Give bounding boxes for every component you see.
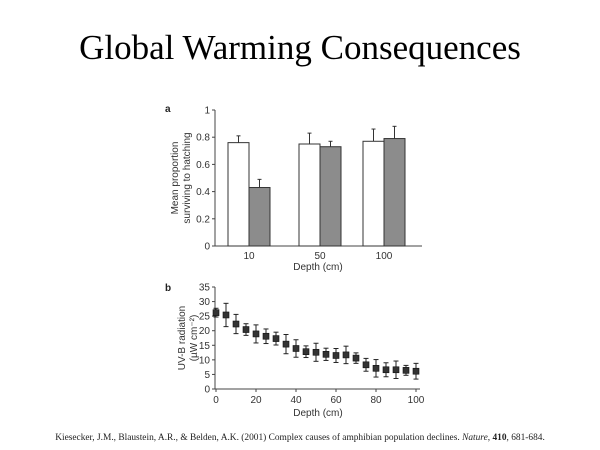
data-point-45: [302, 348, 310, 355]
x-tick-label: 10: [243, 251, 255, 262]
y-tick-label: 35: [199, 283, 211, 294]
data-point-20: [252, 330, 260, 338]
data-point-75: [362, 361, 370, 369]
y-tick-label: 25: [199, 312, 211, 323]
slide-title: Global Warming Consequences: [79, 28, 521, 67]
y-tick-label: 0.8: [196, 133, 210, 144]
data-point-10: [232, 320, 240, 328]
y-tick-label: 30: [199, 297, 211, 308]
panel-b-scatter-chart: b 0 5 10 15 20 25 30 35 0 20 40 60 80 100 Depth (cm) UV-…: [165, 283, 425, 420]
data-point-40: [292, 345, 300, 352]
x-tick-label: 20: [250, 395, 262, 406]
panel-a-bar-chart: a 0 0.2 0.4 0.6 0.8 1 10 50 100 Depth (cm) Mean pro…: [165, 104, 422, 273]
y-axis-label-line2: surviving to hatching: [182, 132, 193, 223]
data-point-85: [382, 366, 390, 374]
y-axis-label-line2: (µW cm⁻²): [189, 315, 200, 362]
data-point-95: [402, 367, 410, 374]
x-tick-label: 50: [314, 251, 326, 262]
data-point-55: [322, 351, 330, 358]
y-tick-label: 10: [199, 355, 211, 366]
x-axis-label: Depth (cm): [293, 408, 342, 419]
bar-white-100: [362, 140, 385, 247]
y-tick-label: 0.4: [196, 187, 210, 198]
bar-grey-50: [319, 146, 342, 247]
data-point-65: [342, 351, 350, 359]
x-tick-label: 100: [376, 251, 393, 262]
y-tick-label: 0.2: [196, 214, 210, 225]
x-axis-label: Depth (cm): [293, 262, 342, 273]
data-point-50: [312, 348, 320, 356]
data-point-25: [262, 332, 270, 340]
data-point-35: [282, 340, 290, 348]
x-tick-label: 80: [370, 395, 382, 406]
x-tick-label: 60: [330, 395, 342, 406]
data-point-70: [352, 354, 360, 362]
y-tick-label: 1: [204, 106, 210, 117]
citation: Kiesecker, J.M., Blaustein, A.R., & Beld…: [55, 433, 545, 443]
data-point-90: [392, 366, 400, 374]
y-tick-label: 5: [204, 370, 210, 381]
panel-label: a: [165, 104, 171, 115]
data-point-60: [332, 352, 340, 359]
y-axis-label-line1: UV-B radiation: [177, 306, 188, 370]
y-tick-label: 20: [199, 326, 211, 337]
y-tick-label: 15: [199, 341, 211, 352]
y-tick-label: 0: [204, 242, 210, 253]
x-tick-label: 100: [408, 395, 425, 406]
panel-label: b: [165, 283, 171, 294]
bar-grey-100: [383, 138, 406, 247]
y-tick-label: 0: [204, 385, 210, 396]
data-point-5: [222, 311, 230, 319]
citation-volume: 410: [492, 433, 507, 443]
bar-grey-10: [248, 187, 271, 247]
citation-pages: , 681-684.: [506, 433, 545, 443]
data-point-0: [212, 309, 220, 316]
x-tick-label: 0: [213, 395, 219, 406]
data-point-80: [372, 365, 380, 372]
data-point-100: [412, 367, 420, 375]
y-tick-label: 0.6: [196, 160, 210, 171]
data-point-15: [242, 326, 250, 333]
citation-journal: Nature: [462, 433, 488, 443]
x-tick-label: 40: [290, 395, 302, 406]
y-axis-label-line1: Mean proportion: [170, 142, 181, 215]
bar-white-10: [227, 142, 250, 247]
bar-white-50: [298, 143, 321, 247]
citation-authors: Kiesecker, J.M., Blaustein, A.R., & Beld…: [55, 433, 463, 443]
data-point-30: [272, 335, 280, 342]
